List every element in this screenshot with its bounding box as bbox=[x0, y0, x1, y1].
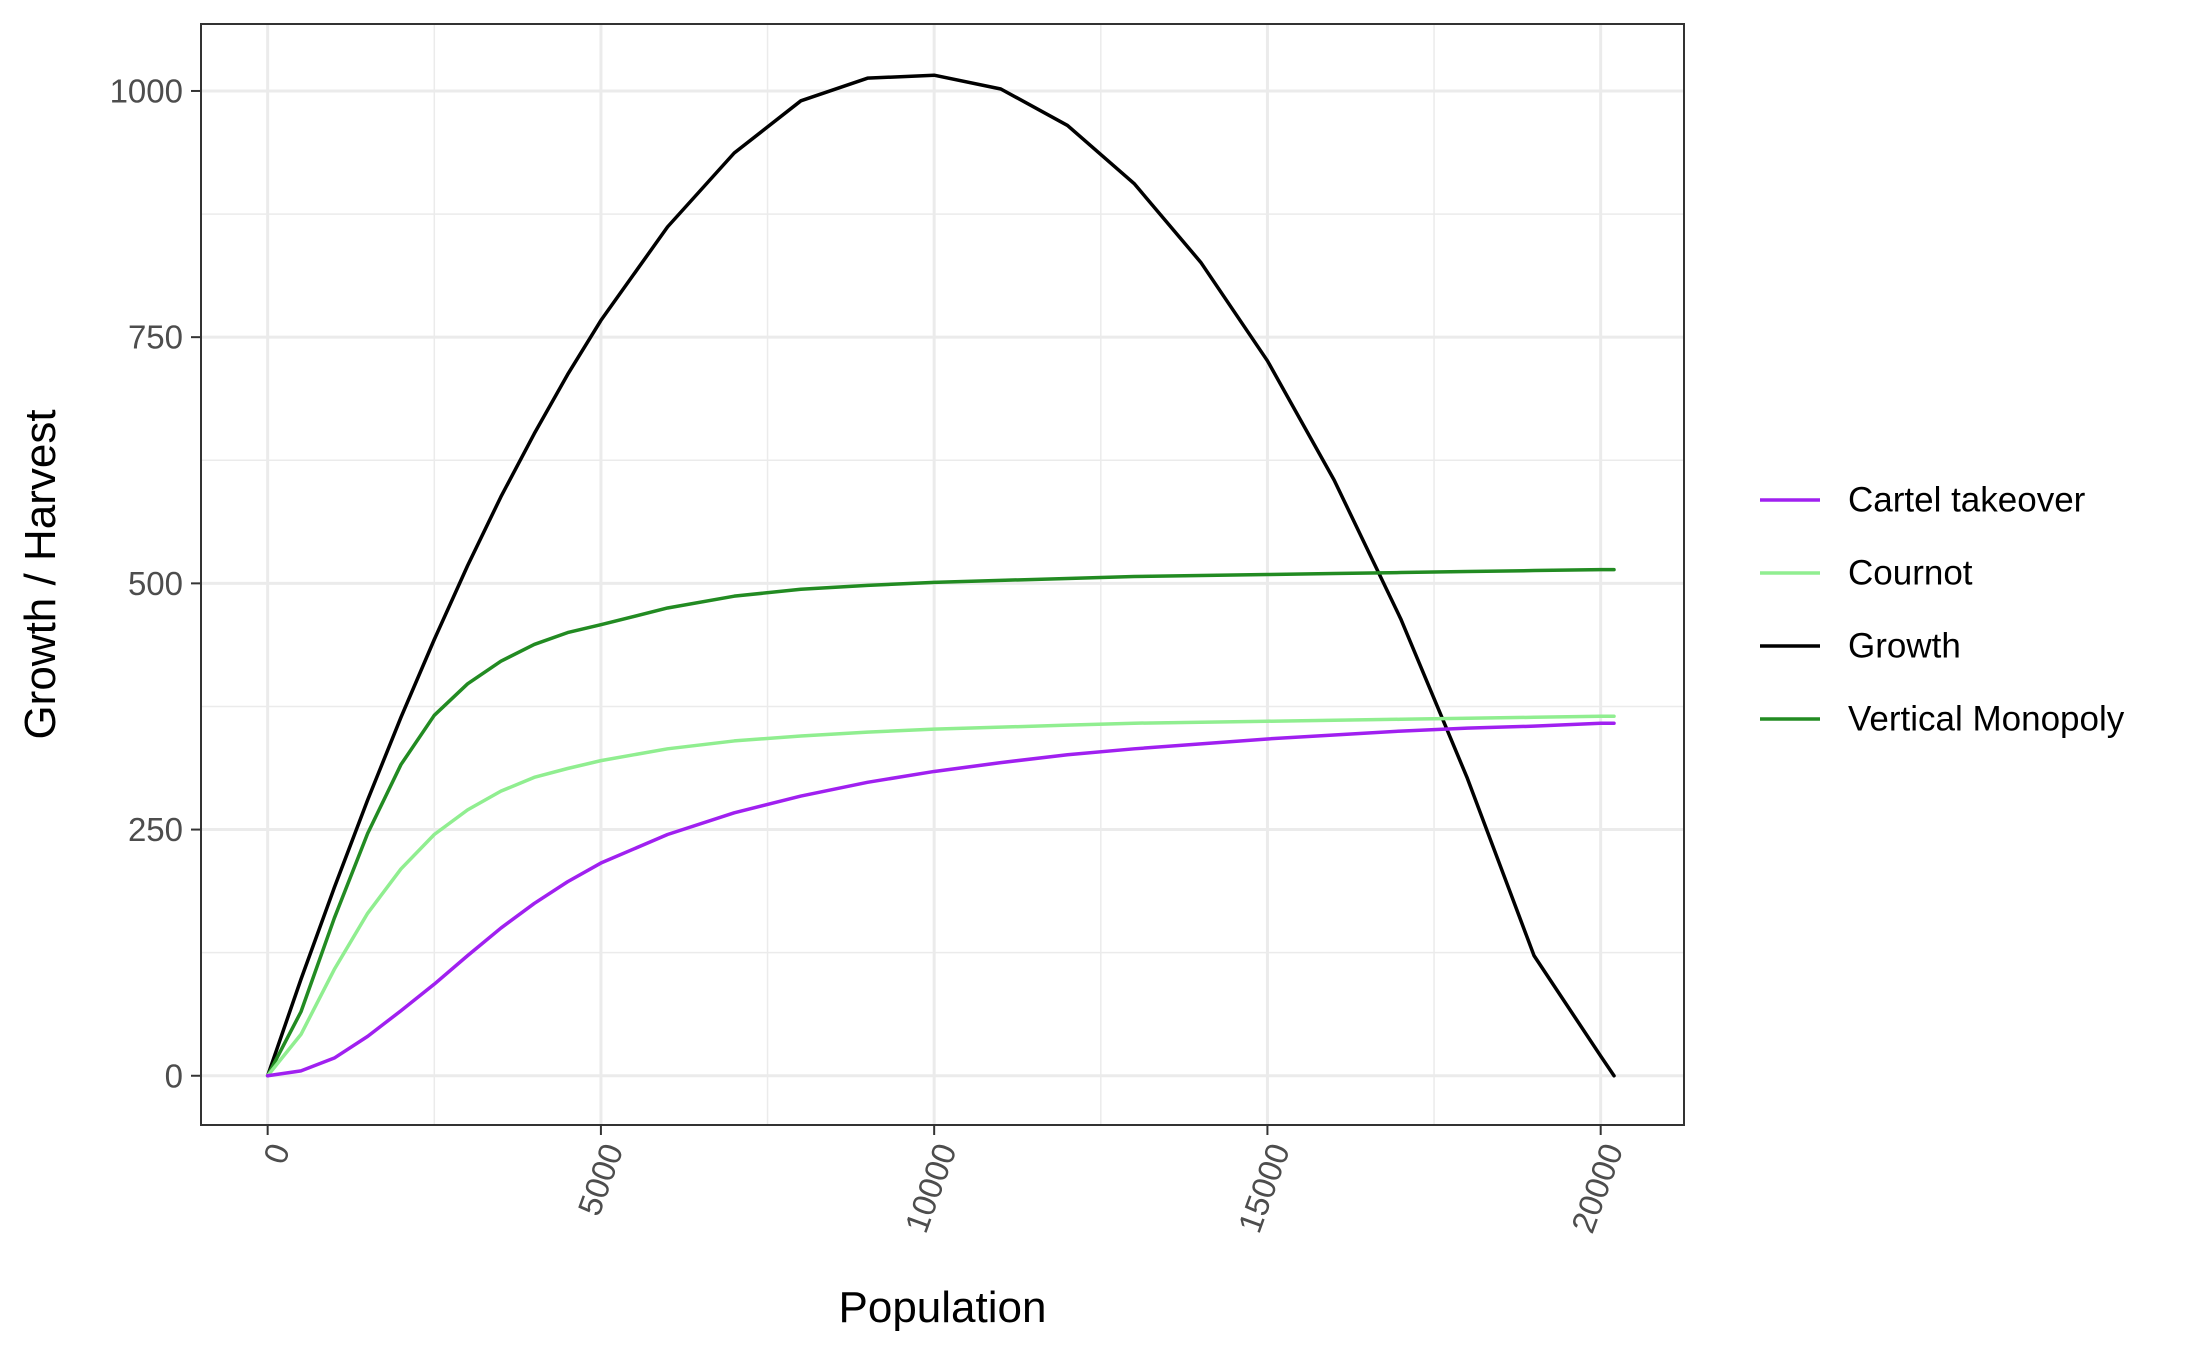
legend-item-vertical-monopoly: Vertical Monopoly bbox=[1760, 700, 2125, 739]
grid-minor-lines bbox=[201, 24, 1684, 1125]
series-line-cournot bbox=[265, 714, 1616, 1078]
legend-label-growth: Growth bbox=[1848, 627, 1961, 666]
legend: Cartel takeover Cournot Growth Vertical Mon… bbox=[1760, 481, 2125, 739]
y-tick-label: 500 bbox=[128, 565, 183, 602]
x-axis-title: Population bbox=[839, 1283, 1047, 1332]
y-tick-label: 0 bbox=[165, 1057, 183, 1094]
legend-label-cournot: Cournot bbox=[1848, 554, 1973, 593]
legend-item-growth: Growth bbox=[1760, 627, 1961, 666]
y-axis: 0 250 500 750 1000 bbox=[110, 72, 201, 1094]
series-line-cartel-takeover bbox=[265, 721, 1616, 1078]
plot-panel-border bbox=[200, 23, 1685, 1126]
legend-item-cartel-takeover: Cartel takeover bbox=[1760, 481, 2086, 520]
y-tick-label: 250 bbox=[128, 811, 183, 848]
grid-major-lines bbox=[201, 24, 1684, 1125]
series-lines bbox=[265, 73, 1616, 1078]
y-tick-label: 1000 bbox=[110, 72, 183, 109]
series-line-vertical-monopoly bbox=[265, 567, 1616, 1078]
y-tick-label: 750 bbox=[128, 319, 183, 356]
legend-item-cournot: Cournot bbox=[1760, 554, 1973, 593]
legend-label-vertical-monopoly: Vertical Monopoly bbox=[1848, 700, 2125, 739]
legend-label-cartel-takeover: Cartel takeover bbox=[1848, 481, 2086, 520]
y-axis-title: Growth / Harvest bbox=[16, 409, 65, 739]
